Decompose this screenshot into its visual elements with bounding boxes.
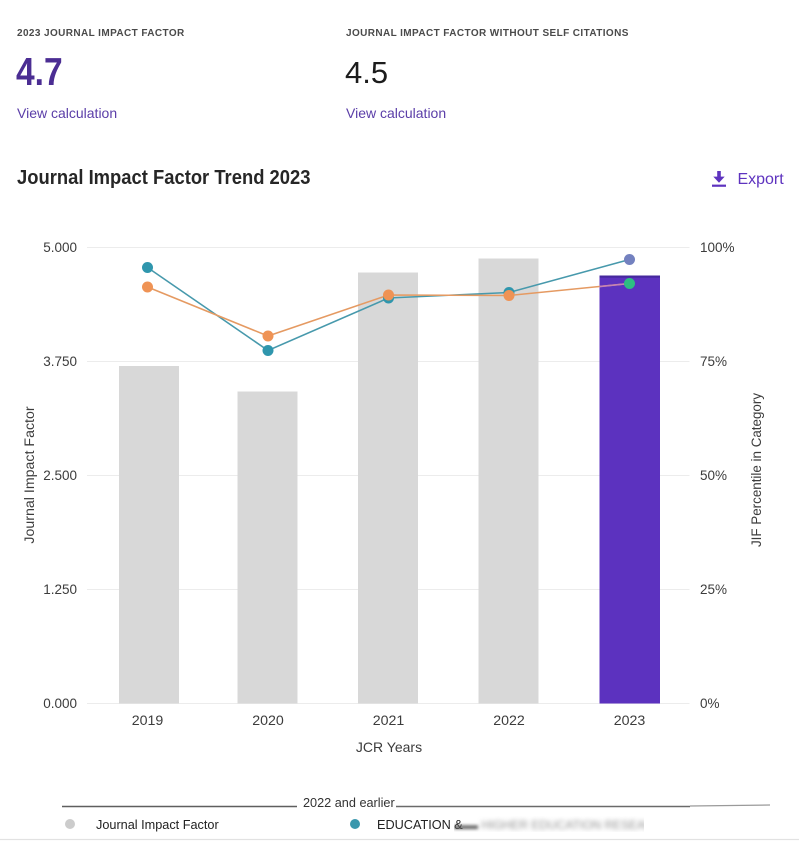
svg-text:2021: 2021 <box>373 713 405 729</box>
svg-text:2022: 2022 <box>493 713 525 729</box>
svg-text:2019: 2019 <box>132 713 164 729</box>
svg-text:5.000: 5.000 <box>43 240 77 255</box>
svg-text:75%: 75% <box>700 354 727 369</box>
svg-text:2.500: 2.500 <box>43 468 77 483</box>
svg-text:1.250: 1.250 <box>43 582 77 597</box>
svg-text:2023: 2023 <box>614 713 646 729</box>
svg-text:Journal Impact Factor: Journal Impact Factor <box>96 818 219 832</box>
svg-text:25%: 25% <box>700 582 727 597</box>
svg-text:2020: 2020 <box>252 713 284 729</box>
svg-text:JCR Years: JCR Years <box>356 739 422 755</box>
svg-text:0%: 0% <box>700 696 720 711</box>
svg-text:EDUCATION &: EDUCATION & <box>377 818 463 832</box>
svg-text:Journal Impact Factor: Journal Impact Factor <box>22 406 38 543</box>
svg-text:JIF Percentile in Category: JIF Percentile in Category <box>749 393 764 547</box>
svg-text:0.000: 0.000 <box>43 696 77 711</box>
svg-text:100%: 100% <box>700 240 735 255</box>
svg-text:3.750: 3.750 <box>43 354 77 369</box>
svg-text:2022 and earlier: 2022 and earlier <box>303 796 395 810</box>
svg-text:50%: 50% <box>700 468 727 483</box>
